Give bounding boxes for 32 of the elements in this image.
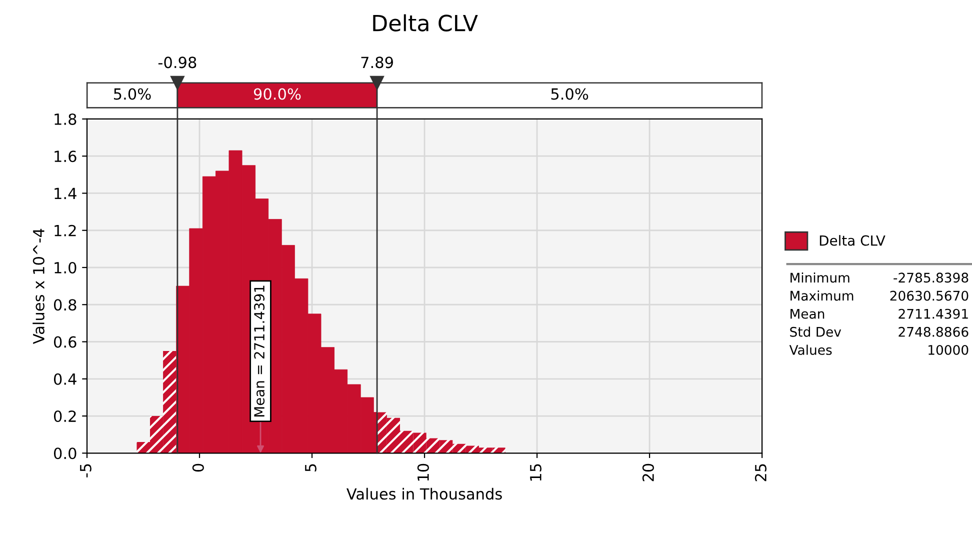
x-axis-title: Values in Thousands — [346, 488, 502, 500]
y-tick-label: 1.6 — [54, 150, 76, 162]
text: Minimum -2785.8398 — [790, 272, 968, 283]
y-axis-title: Values x 10^-4 — [32, 228, 44, 344]
x-tick-label: 10 — [417, 464, 429, 481]
y-tick-label: 0.4 — [54, 373, 76, 385]
y-tick-label: 1.4 — [54, 188, 76, 200]
y-tick-label: 0.8 — [54, 299, 76, 311]
text: 5.0% — [551, 88, 588, 100]
y-tick-label: 0.2 — [54, 410, 76, 422]
ref-line-label: -0.98 — [158, 56, 196, 68]
text: Maximum 20630.5670 — [790, 290, 968, 301]
chart-title: Delta CLV — [373, 14, 478, 32]
x-tick-label: 25 — [754, 464, 766, 482]
text: 5.0% — [114, 88, 151, 100]
text: Values 10000 — [789, 344, 968, 355]
annotation: Mean = 2711.4391 — [254, 286, 265, 417]
x-tick-label: -5 — [80, 464, 92, 478]
x-tick-label: 15 — [530, 464, 542, 481]
text: 90.0% — [254, 88, 301, 100]
y-tick-label: 1.0 — [54, 262, 76, 274]
x-tick-label: 5 — [305, 464, 316, 472]
x-tick-label: 20 — [642, 464, 654, 482]
y-tick-label: 0.6 — [54, 336, 76, 348]
y-tick-label: 1.8 — [54, 113, 76, 126]
x-tick-label: 0 — [192, 464, 204, 472]
legend-label: Delta CLV — [820, 235, 886, 246]
text: Std Dev 2748.8866 — [790, 326, 968, 337]
y-tick-label: 0.0 — [54, 448, 76, 460]
ref-line-label: 7.89 — [361, 56, 393, 68]
text: Mean 2711.4391 — [790, 308, 968, 319]
y-tick-label: 1.2 — [54, 224, 76, 236]
